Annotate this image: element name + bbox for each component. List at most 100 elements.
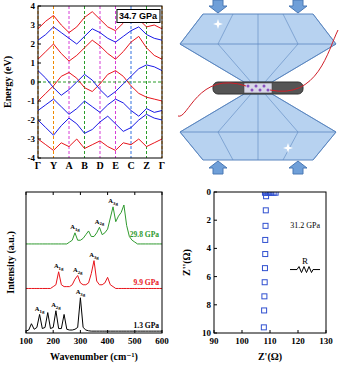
band (38, 139, 162, 150)
x-axis-title: Wavenumber (cm⁻¹) (50, 351, 138, 363)
bands (38, 12, 162, 151)
band (38, 114, 162, 135)
facet (272, 44, 336, 82)
y-tick-label: 3 (31, 20, 36, 30)
resistor-symbol (290, 267, 320, 273)
plot-frame (26, 192, 162, 333)
sample-grain (263, 85, 266, 88)
data-point (263, 223, 268, 228)
x-tick-label: 200 (46, 336, 60, 346)
data-point (264, 194, 269, 199)
data-point (261, 325, 266, 330)
peak-label: A1g (70, 223, 80, 232)
force-arrow (289, 0, 307, 13)
series-label: 29.8 GPa (130, 230, 159, 239)
x-tick-label: B (81, 160, 88, 171)
data-point (262, 266, 267, 271)
data-point (262, 280, 267, 285)
peak-label: A2g (51, 301, 61, 310)
sample-grain (259, 89, 262, 92)
data-point (262, 294, 267, 299)
sample-grain (267, 89, 270, 92)
facet (283, 132, 298, 160)
sparkle (213, 19, 223, 29)
x-tick-label: Γ (159, 160, 165, 171)
y-tick-label: 6 (207, 272, 212, 282)
band (38, 36, 162, 61)
x-tick-label: E (112, 160, 119, 171)
data-point (263, 237, 268, 242)
y-tick-label: 4 (31, 1, 36, 11)
facet (258, 44, 259, 82)
x-tick-label: A (65, 160, 73, 171)
band (38, 27, 162, 44)
x-tick-label: 130 (319, 336, 333, 346)
peak-label: A1g (54, 262, 64, 271)
kpoint-line (146, 6, 147, 158)
facet (218, 14, 233, 44)
points (261, 192, 278, 330)
annotation-box: 34.7 GPa (117, 10, 160, 23)
peak-label: A2g (73, 266, 83, 275)
facet (258, 14, 259, 44)
sample-grain (251, 89, 254, 92)
force-arrow (209, 161, 227, 174)
y-tick-label: 1 (31, 58, 36, 68)
facet (283, 14, 298, 44)
y-axis-title: Intensity (a.u.) (5, 231, 17, 294)
force-arrow (289, 161, 307, 174)
sample-grain (247, 85, 250, 88)
facet (272, 94, 336, 132)
data-point (262, 308, 267, 313)
annotation: 31.2 GPa (290, 221, 320, 230)
x-tick-label: Γ (35, 160, 41, 171)
x-tick-label: Y (50, 160, 58, 171)
annotation: 34.7 GPa (119, 11, 158, 21)
facet (180, 14, 203, 44)
spectra (26, 205, 162, 331)
sample-chamber (244, 83, 272, 93)
peak-label: A3g (108, 197, 118, 206)
peak-label: A3g (76, 288, 86, 297)
y-tick-label: 10 (202, 328, 212, 338)
spectrum (26, 205, 162, 244)
sample-grain (255, 85, 258, 88)
x-tick-label: 400 (101, 336, 115, 346)
x-tick-label: 120 (291, 336, 305, 346)
x-tick-label: Z (143, 160, 150, 171)
figure: ΓYABDECZΓ-4-3-2-10123434.7 GPaEnergy (eV… (0, 0, 344, 368)
data-point (263, 208, 268, 213)
electrode-wire (178, 83, 246, 116)
peak-label: A1g (35, 305, 45, 314)
series-label: 1.3 GPa (134, 321, 160, 330)
data-point (263, 252, 268, 257)
y-tick-label: 2 (207, 215, 212, 225)
facet (313, 132, 336, 160)
raman-panel: 1002003004005006001.3 GPa9.9 GPa29.8 GPa… (5, 192, 169, 363)
peak-label: A3g (89, 251, 99, 260)
y-tick-label: -3 (28, 134, 36, 144)
x-tick-label: 100 (235, 336, 249, 346)
y-tick-label: 0 (207, 187, 212, 197)
band (38, 71, 162, 101)
gasket (213, 82, 303, 94)
x-tick-label: D (96, 160, 103, 171)
peak-label: A2g (95, 218, 105, 227)
x-tick-label: 100 (19, 336, 33, 346)
force-arrow (209, 0, 227, 13)
facet (258, 94, 259, 132)
diamond (180, 94, 336, 160)
sparkle (283, 143, 293, 153)
y-tick-label: -1 (28, 96, 36, 106)
y-axis-title: Energy (eV) (2, 56, 14, 108)
y-tick-label: -4 (28, 153, 36, 163)
series-label: 9.9 GPa (134, 278, 160, 287)
x-tick-label: 110 (263, 336, 277, 346)
plot-frame (38, 6, 162, 158)
facet (313, 14, 336, 44)
x-tick-label: 300 (74, 336, 88, 346)
plot-frame (214, 192, 326, 333)
y-tick-label: 4 (207, 243, 212, 253)
y-axis-title: Z''(Ω) (181, 249, 193, 276)
y-tick-label: 2 (31, 39, 36, 49)
